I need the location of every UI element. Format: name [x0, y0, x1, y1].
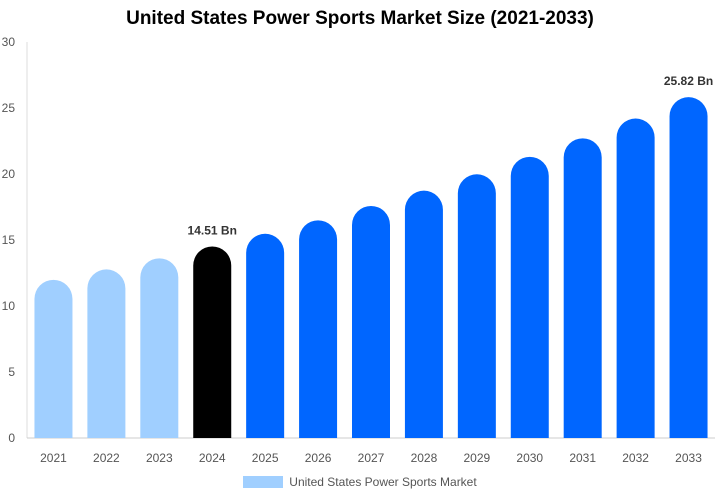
legend-swatch — [243, 476, 284, 488]
x-tick-label: 2030 — [516, 451, 543, 465]
y-tick-label: 5 — [8, 365, 15, 379]
data-label: 25.82 Bn — [664, 74, 713, 88]
bar-2021 — [34, 279, 73, 438]
bar-2029 — [457, 174, 496, 438]
bar-2024 — [193, 246, 232, 438]
bar-2033 — [669, 97, 708, 439]
bar-2031 — [563, 138, 602, 439]
bar-2028 — [404, 190, 443, 438]
bar-2023 — [140, 258, 179, 438]
bar-2026 — [299, 220, 338, 438]
y-tick-label: 10 — [2, 299, 16, 313]
bar-2030 — [510, 156, 549, 438]
x-tick-label: 2022 — [93, 451, 120, 465]
legend-label: United States Power Sports Market — [289, 475, 477, 489]
x-tick-label: 2031 — [569, 451, 596, 465]
y-tick-label: 15 — [2, 233, 16, 247]
x-tick-label: 2028 — [411, 451, 438, 465]
y-tick-label: 0 — [8, 431, 15, 445]
x-tick-label: 2024 — [199, 451, 226, 465]
x-tick-label: 2032 — [622, 451, 649, 465]
y-tick-label: 30 — [2, 35, 16, 49]
y-tick-label: 25 — [2, 101, 16, 115]
x-tick-label: 2026 — [305, 451, 332, 465]
bar-2027 — [352, 205, 390, 438]
x-tick-label: 2023 — [146, 451, 173, 465]
legend: United States Power Sports Market — [0, 475, 720, 489]
data-label: 14.51 Bn — [188, 223, 237, 237]
x-tick-label: 2027 — [358, 451, 385, 465]
x-tick-label: 2025 — [252, 451, 279, 465]
bar-2032 — [616, 118, 655, 438]
x-tick-label: 2021 — [40, 451, 67, 465]
x-tick-label: 2033 — [675, 451, 702, 465]
y-tick-label: 20 — [2, 167, 16, 181]
x-tick-label: 2029 — [463, 451, 490, 465]
bar-2022 — [87, 269, 126, 438]
chart-title: United States Power Sports Market Size (… — [126, 8, 594, 29]
bar-2025 — [246, 233, 285, 438]
